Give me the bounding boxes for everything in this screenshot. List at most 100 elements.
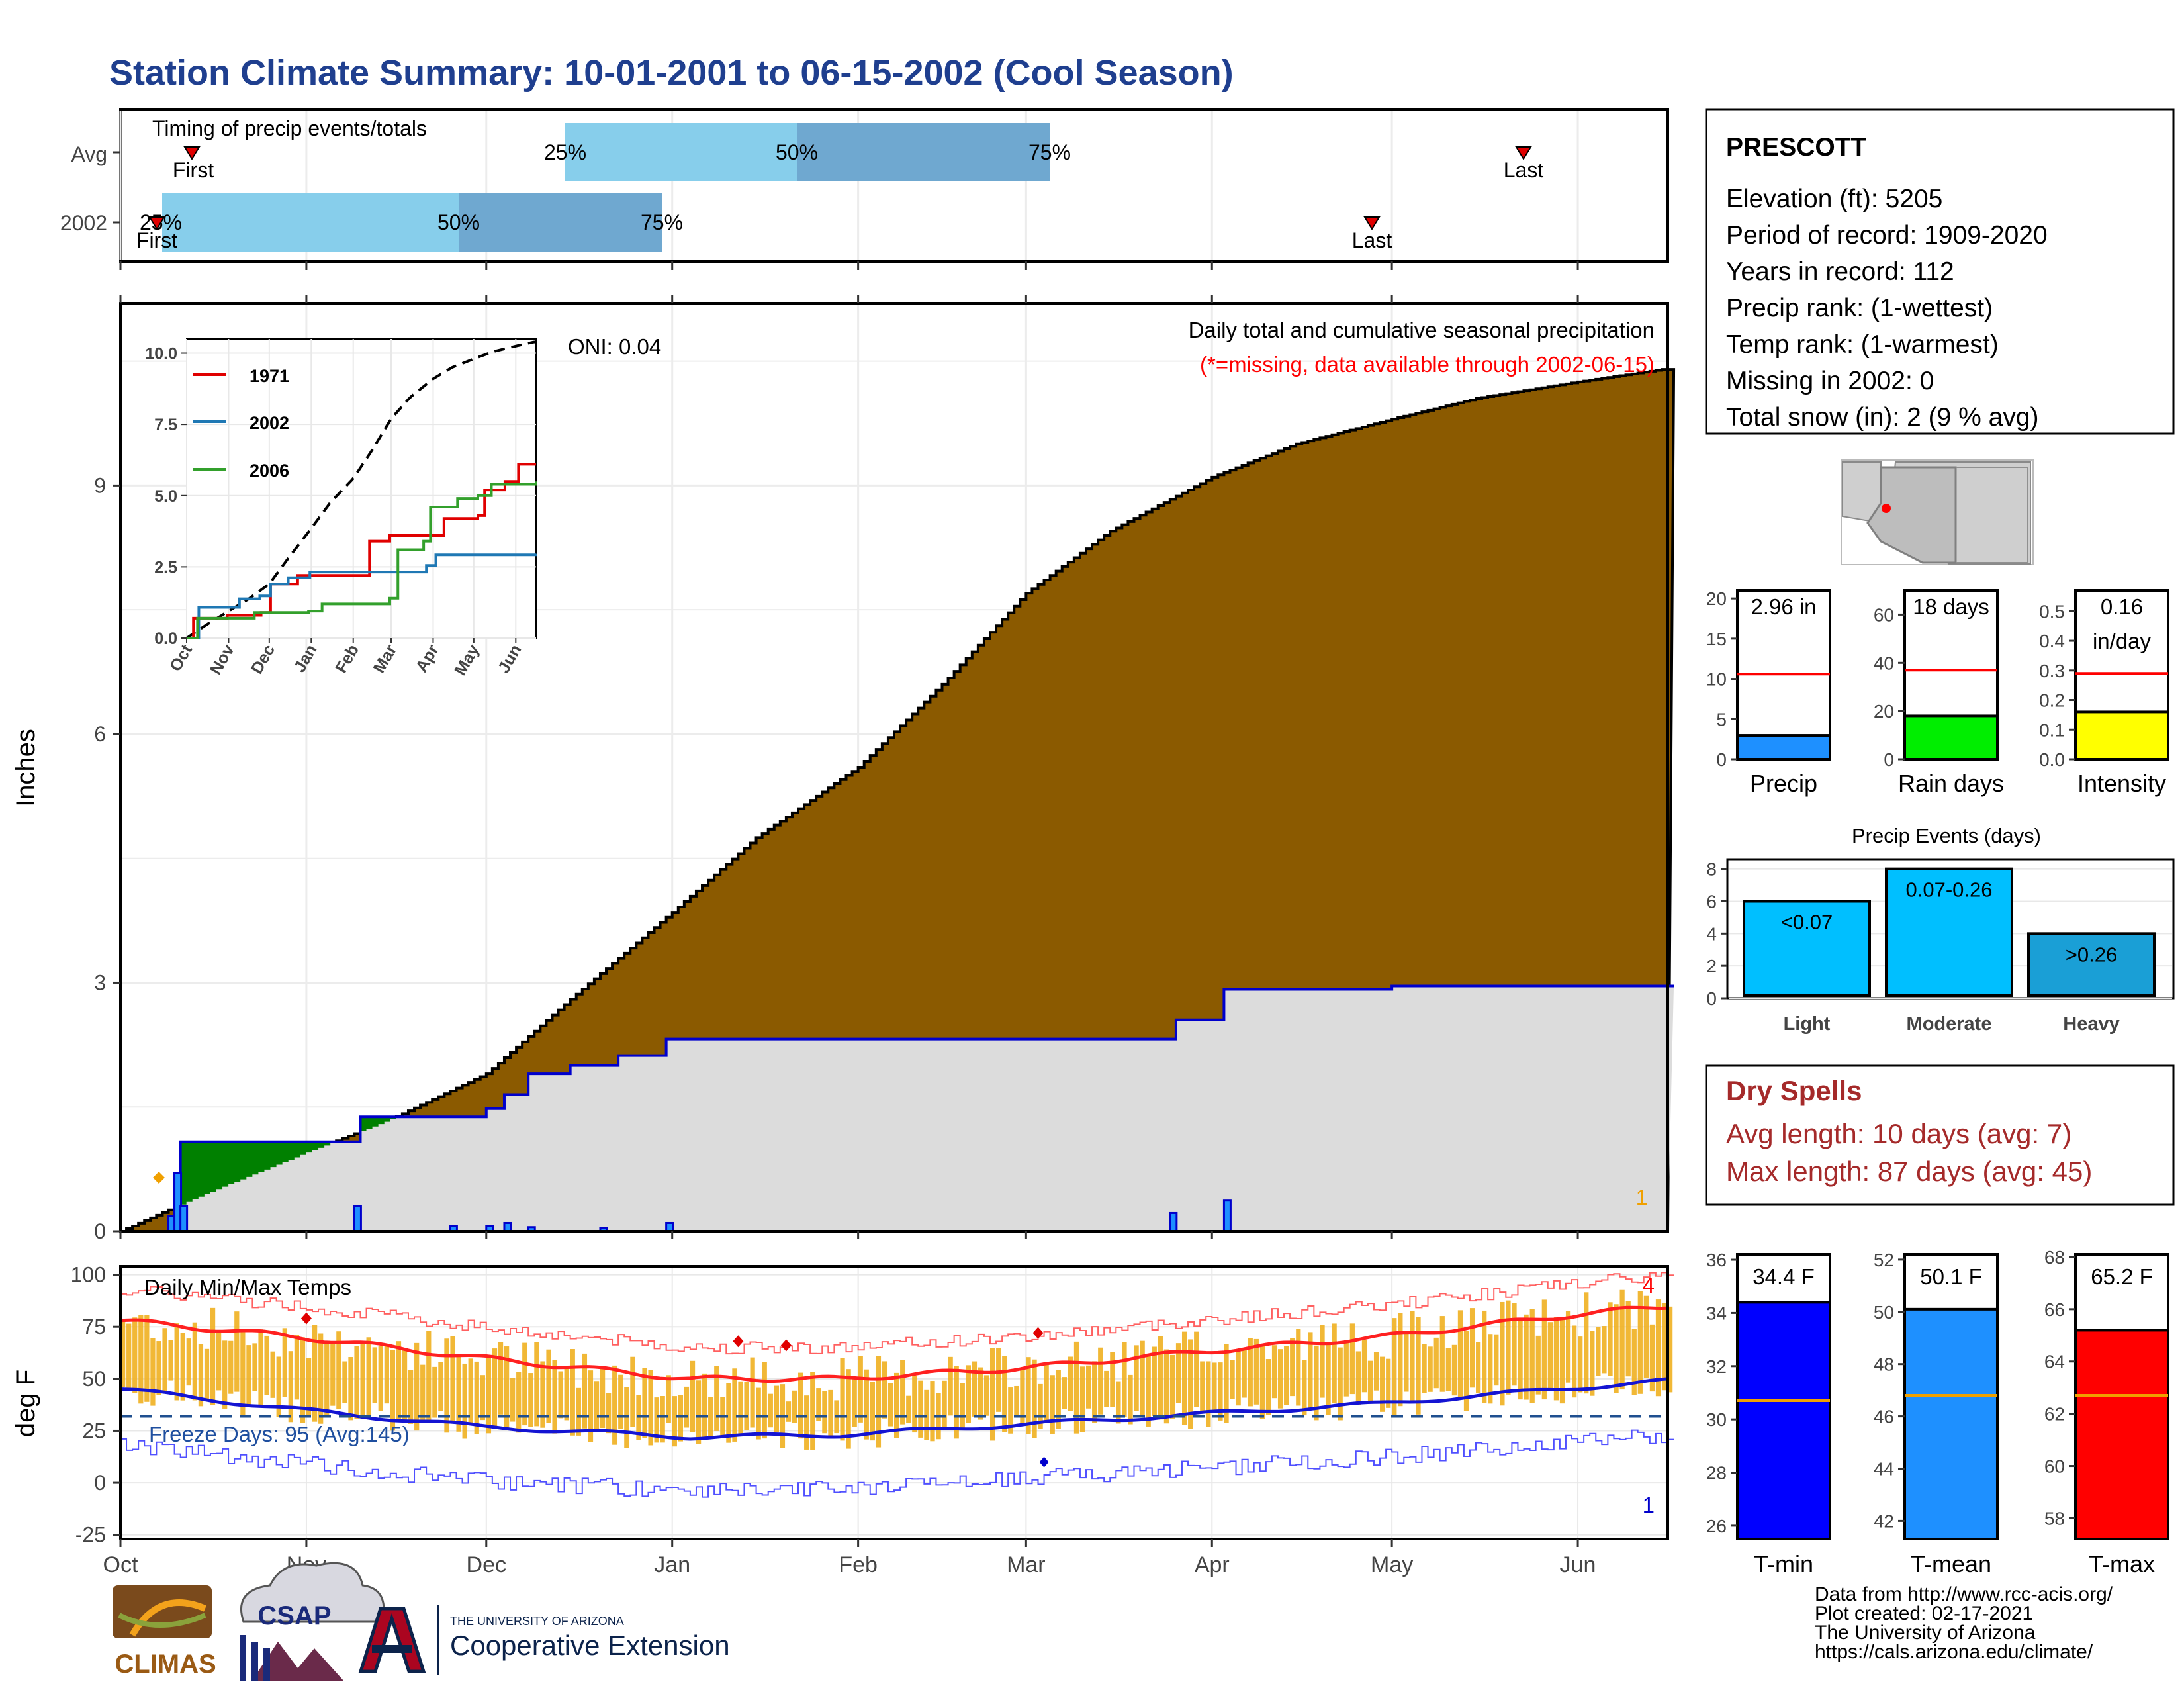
daily-temp-range-bar xyxy=(516,1372,522,1433)
daily-temp-range-bar xyxy=(978,1367,983,1420)
daily-temp-range-bar xyxy=(1026,1357,1031,1434)
station-line-5: Temp rank: (1-warmest) xyxy=(1726,330,1999,359)
daily-temp-range-bar xyxy=(480,1375,485,1421)
daily-temp-range-bar xyxy=(762,1362,767,1439)
daily-temp-range-bar xyxy=(1338,1347,1343,1421)
events-bar xyxy=(1743,900,1871,998)
daily-temp-range-bar xyxy=(1422,1344,1427,1393)
csap-bar-2 xyxy=(251,1642,258,1681)
daily-temp-range-bar xyxy=(1044,1364,1049,1423)
record-high-marker xyxy=(1032,1327,1044,1339)
inset-series-2002 xyxy=(187,553,537,639)
summary-value-label: 65.2 F xyxy=(2091,1264,2153,1289)
daily-temp-range-bar xyxy=(384,1344,389,1404)
summary-ytick-label: 42 xyxy=(1874,1511,1894,1531)
climas-logo-leaf xyxy=(118,1613,206,1628)
daily-temp-range-bar xyxy=(1469,1308,1475,1388)
daily-temp-range-bar xyxy=(983,1375,989,1416)
daily-temp-range-bar xyxy=(948,1356,953,1416)
daily-temp-range-bar xyxy=(570,1348,575,1436)
legend-label-1971: 1971 xyxy=(250,366,289,386)
daily-temp-range-bar xyxy=(198,1344,204,1407)
daily-temp-range-bar xyxy=(540,1361,545,1428)
ua-logo-small-text: THE UNIVERSITY OF ARIZONA xyxy=(450,1615,624,1628)
daily-temp-range-bar xyxy=(1631,1329,1637,1395)
summary-value-label: 0.16 xyxy=(2101,594,2143,619)
avg-q50-q75-bar xyxy=(797,123,1050,181)
daily-temp-range-bar xyxy=(396,1341,402,1423)
station-line-6: Missing in 2002: 0 xyxy=(1726,367,1934,395)
daily-temp-range-bar xyxy=(228,1340,234,1394)
missing-count-label: 1 xyxy=(1636,1185,1648,1209)
daily-temp-range-bar xyxy=(1500,1301,1505,1406)
daily-temp-range-bar xyxy=(534,1342,539,1427)
y2002-first-label: First xyxy=(136,228,177,252)
daily-temp-range-bar xyxy=(564,1368,569,1421)
ua-logo-crossbar xyxy=(372,1645,412,1653)
daily-temp-range-bar xyxy=(1206,1361,1211,1427)
daily-temp-range-bar xyxy=(822,1391,827,1434)
daily-temp-range-bar xyxy=(186,1338,191,1386)
dry-spells-avg: Avg length: 10 days (avg: 7) xyxy=(1726,1118,2071,1149)
daily-temp-range-bar xyxy=(1547,1322,1553,1389)
daily-temp-range-bar xyxy=(924,1389,929,1440)
daily-temp-range-bar xyxy=(930,1381,935,1442)
daily-temp-range-bar xyxy=(270,1351,275,1398)
summary-bar xyxy=(2074,710,2169,761)
daily-temp-range-bar xyxy=(768,1393,773,1428)
y2002-q25-q50-bar xyxy=(162,193,459,252)
summary-ytick-label: 34 xyxy=(1706,1303,1727,1323)
month-label: May xyxy=(1371,1552,1413,1577)
daily-temp-range-bar xyxy=(726,1383,731,1443)
daily-temp-range-bar xyxy=(774,1385,780,1432)
daily-temp-range-bar xyxy=(486,1356,492,1434)
temp-summary-bars: 34.4 F T-min 26 28 30 32 34 36 50.1 F T-mean 42 44 4… xyxy=(1706,1247,2169,1577)
avg-q25-q50-bar xyxy=(565,123,797,181)
daily-temp-range-bar xyxy=(912,1376,917,1433)
summary-category-label: Intensity xyxy=(2077,770,2166,797)
summary-ytick-label: 62 xyxy=(2044,1404,2065,1425)
daily-temp-range-bar xyxy=(126,1323,132,1390)
station-location-marker xyxy=(1882,504,1891,513)
record-low-line xyxy=(120,1429,1674,1498)
summary-ytick-label: 48 xyxy=(1874,1354,1894,1375)
summary-value-label: 18 days xyxy=(1913,594,1989,619)
ua-logo: THE UNIVERSITY OF ARIZONA Cooperative Ex… xyxy=(358,1605,730,1675)
precip-ytick-label: 9 xyxy=(94,473,106,497)
daily-temp-range-bar xyxy=(1476,1342,1481,1393)
daily-temp-range-bar xyxy=(1398,1313,1403,1407)
legend-label-2006: 2006 xyxy=(250,461,289,481)
y2002-first-marker xyxy=(148,216,165,230)
daily-temp-range-bar xyxy=(678,1395,684,1442)
daily-temp-range-bar xyxy=(1661,1303,1667,1391)
daily-temp-range-bar xyxy=(318,1333,324,1424)
temp-frame xyxy=(119,1265,1669,1540)
inset-ytick-label: 0.0 xyxy=(154,630,177,648)
daily-temp-range-bar xyxy=(1559,1317,1565,1404)
record-high-marker xyxy=(733,1335,744,1348)
daily-precip-bar xyxy=(179,1205,189,1233)
precip-subtitle: (*=missing, data available through 2002-… xyxy=(1200,352,1655,377)
daily-temp-range-bar xyxy=(324,1340,330,1415)
inset-ytick-label: 7.5 xyxy=(154,416,177,434)
summary-value-label: 50.1 F xyxy=(1920,1264,1982,1289)
avg-last-marker xyxy=(1515,146,1532,160)
summary-ytick-label: 20 xyxy=(1706,588,1727,609)
dry-spells-frame xyxy=(1705,1064,2175,1206)
daily-temp-range-bar xyxy=(468,1358,473,1425)
record-high-count: 4 xyxy=(1643,1273,1655,1297)
average-low-line xyxy=(120,1377,1668,1441)
daily-temp-range-bar xyxy=(1259,1346,1265,1419)
temp-ytick-label: 50 xyxy=(82,1367,106,1391)
temp-ylabel: deg F xyxy=(11,1370,40,1437)
daily-temp-range-bar xyxy=(1541,1299,1547,1400)
timing-panel: Timing of precip events/totals Avg 25% 5… xyxy=(60,108,1669,270)
timing-row-2002-label: 2002 xyxy=(60,211,107,235)
daily-temp-range-bar xyxy=(354,1346,359,1419)
daily-temp-range-bar xyxy=(1367,1360,1373,1403)
daily-temp-range-bar xyxy=(1032,1359,1037,1438)
daily-temp-range-bar xyxy=(1038,1383,1043,1429)
avg-q75-label: 75% xyxy=(1028,140,1071,164)
station-line-7: Total snow (in): 2 (9 % avg) xyxy=(1726,403,2039,432)
